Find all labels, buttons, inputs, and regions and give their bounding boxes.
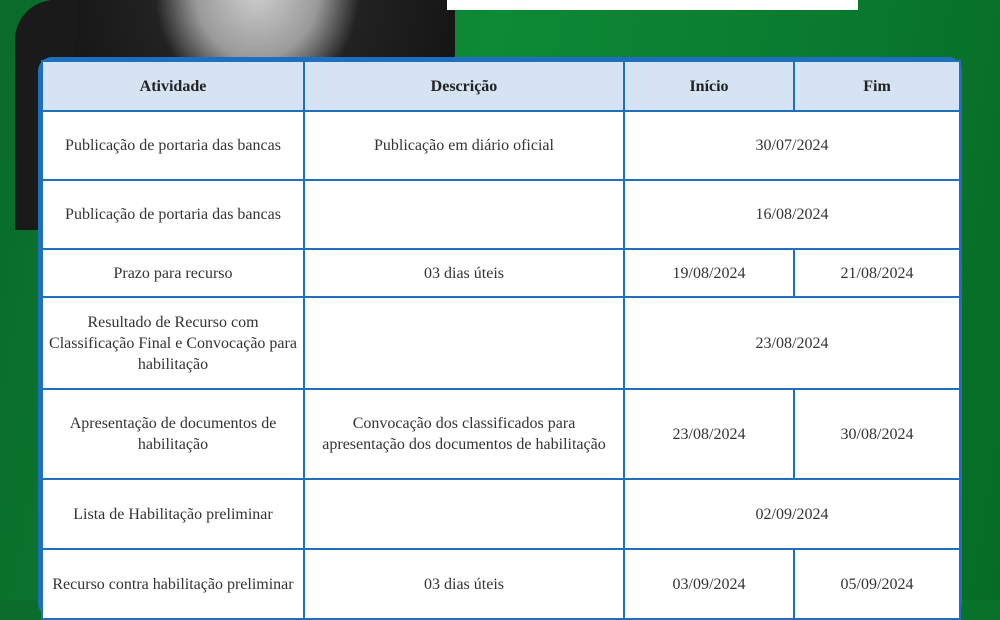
header-fim: Fim [793, 60, 961, 112]
table-header: Atividade Descrição Início Fim [41, 60, 961, 112]
cell-descricao [303, 296, 625, 390]
header-atividade: Atividade [41, 60, 305, 112]
cell-atividade: Publicação de portaria das bancas [41, 179, 305, 250]
cell-data: 16/08/2024 [623, 179, 961, 250]
table-row: Publicação de portaria das bancas 16/08/… [41, 179, 961, 250]
cell-descricao: 03 dias úteis [303, 548, 625, 620]
cell-atividade: Resultado de Recurso com Classificação F… [41, 296, 305, 390]
cell-fim: 30/08/2024 [793, 388, 961, 480]
cell-atividade: Lista de Habilitação preliminar [41, 478, 305, 550]
cell-descricao: 03 dias úteis [303, 248, 625, 298]
cell-atividade: Prazo para recurso [41, 248, 305, 298]
cell-inicio: 23/08/2024 [623, 388, 795, 480]
cell-atividade: Apresentação de documentos de habilitaçã… [41, 388, 305, 480]
table-row: Apresentação de documentos de habilitaçã… [41, 388, 961, 480]
cell-data: 23/08/2024 [623, 296, 961, 390]
table-row: Lista de Habilitação preliminar 02/09/20… [41, 478, 961, 550]
table-row: Resultado de Recurso com Classificação F… [41, 296, 961, 390]
cell-data: 02/09/2024 [623, 478, 961, 550]
cell-descricao [303, 179, 625, 250]
schedule-table: Atividade Descrição Início Fim Publicaçã… [41, 60, 961, 620]
header-descricao: Descrição [303, 60, 625, 112]
cell-inicio: 03/09/2024 [623, 548, 795, 620]
title-box [447, 0, 858, 10]
cell-fim: 21/08/2024 [793, 248, 961, 298]
cell-descricao: Convocação dos classificados para aprese… [303, 388, 625, 480]
cell-atividade: Recurso contra habilitação preliminar [41, 548, 305, 620]
header-inicio: Início [623, 60, 795, 112]
cell-data: 30/07/2024 [623, 110, 961, 181]
table-row: Publicação de portaria das bancas Public… [41, 110, 961, 181]
cell-descricao [303, 478, 625, 550]
cell-atividade: Publicação de portaria das bancas [41, 110, 305, 181]
table-row: Recurso contra habilitação preliminar 03… [41, 548, 961, 620]
cell-fim: 05/09/2024 [793, 548, 961, 620]
cell-inicio: 19/08/2024 [623, 248, 795, 298]
cell-descricao: Publicação em diário oficial [303, 110, 625, 181]
table-row: Prazo para recurso 03 dias úteis 19/08/2… [41, 248, 961, 298]
